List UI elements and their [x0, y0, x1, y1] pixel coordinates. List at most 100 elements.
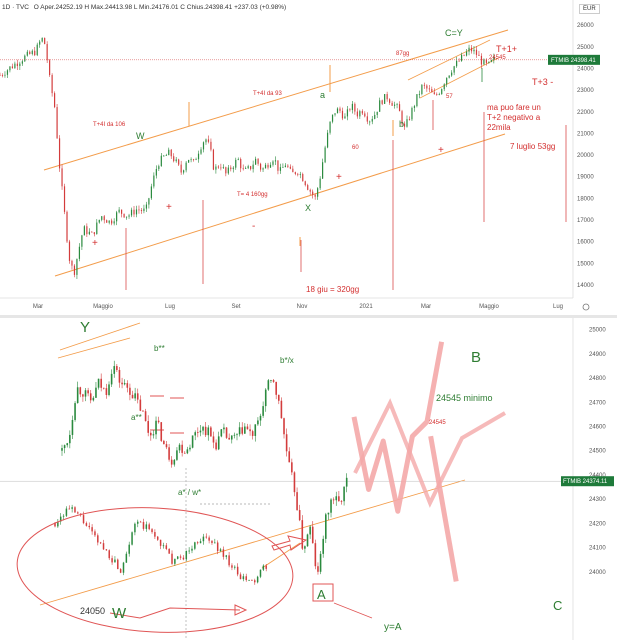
top-candle-body	[143, 208, 145, 212]
y-tick-label: 15000	[577, 261, 594, 267]
inset-candle-body	[68, 508, 71, 510]
annotation-label: +	[92, 238, 98, 249]
bottom-candle-body	[183, 452, 186, 454]
bottom-candle-body	[259, 415, 262, 421]
top-candle-body	[207, 139, 210, 142]
bottom-candle-body	[306, 534, 309, 547]
inset-candle-body	[199, 541, 202, 544]
annotation-label: -	[252, 221, 255, 232]
bottom-candle-body	[309, 526, 311, 535]
bottom-candle-body	[186, 449, 189, 454]
top-candle-body	[148, 198, 150, 205]
bottom-candle-body	[157, 420, 160, 423]
top-candle-body	[245, 168, 247, 169]
top-candle-body	[217, 166, 219, 168]
top-candle-body	[58, 138, 61, 169]
top-candle-body	[326, 132, 329, 148]
inset-candle-body	[74, 507, 76, 513]
bottom-candle-body	[194, 432, 197, 436]
inset-candle-body	[225, 555, 227, 557]
top-candle-body	[0, 74, 1, 76]
top-candle-body	[76, 258, 78, 275]
annotation-label: T+3 -	[532, 77, 553, 87]
top-candle-body	[4, 74, 6, 76]
inset-candle-body	[91, 527, 93, 532]
top-candle-body	[475, 49, 478, 55]
top-candle-body	[237, 159, 239, 160]
settings-gear-icon[interactable]	[582, 303, 590, 311]
top-candle-body	[123, 213, 125, 218]
top-candle-body	[56, 107, 58, 139]
top-candle-body	[438, 94, 440, 95]
y-tick-label: 24200	[589, 521, 606, 527]
bottom-candle-body	[176, 450, 178, 460]
y-tick-label: 18000	[577, 196, 594, 202]
top-candle-body	[185, 162, 187, 171]
inset-candle-body	[102, 543, 105, 550]
top-candle-body	[200, 149, 202, 154]
bottom-candle-body	[152, 434, 155, 436]
inset-candle-body	[111, 558, 113, 563]
top-candle-body	[230, 167, 232, 170]
top-candle-body	[255, 158, 257, 165]
inset-candle-body	[137, 521, 139, 524]
x-tick-label: Lug	[553, 304, 563, 310]
top-candle-body	[458, 60, 460, 62]
bottom-candle-body	[105, 388, 108, 395]
bottom-candle-body	[89, 393, 92, 401]
top-candle-body	[125, 216, 128, 218]
bottom-candle-body	[335, 496, 338, 501]
top-candle-body	[304, 181, 306, 186]
bottom-candle-body	[134, 393, 136, 399]
top-candle-body	[190, 159, 192, 161]
inset-candle-body	[62, 515, 65, 517]
top-candle-body	[269, 164, 272, 168]
top-candle-body	[106, 220, 108, 223]
top-candle-body	[257, 158, 259, 164]
top-candle-body	[364, 113, 366, 117]
inset-candle-body	[71, 507, 73, 509]
top-candle-body	[39, 41, 41, 45]
bottom-candle-body	[280, 400, 283, 419]
top-candle-body	[183, 170, 185, 173]
last-price-tag: FTMIB 24398.41	[551, 58, 596, 64]
top-candle-body	[272, 161, 274, 165]
x-tick-label: Maggio	[93, 304, 113, 310]
top-candle-body	[334, 113, 336, 115]
top-candle-body	[299, 174, 301, 175]
bottom-candle-body	[61, 448, 63, 451]
top-candle-body	[433, 92, 435, 95]
top-candle-body	[46, 44, 48, 61]
annotation-label: T+1+	[496, 44, 517, 54]
top-candle-body	[205, 139, 207, 143]
inset-candle-body	[219, 549, 222, 552]
top-candle-body	[173, 156, 175, 162]
top-candle-body	[83, 226, 85, 236]
y-tick-label: 24500	[589, 449, 606, 455]
wave-a-box	[312, 583, 334, 602]
top-candle-body	[354, 103, 356, 112]
bottom-candle-body	[270, 380, 272, 381]
top-candle-body	[71, 260, 73, 266]
top-candle-body	[406, 119, 408, 127]
top-candle-body	[44, 37, 46, 45]
top-candle-body	[180, 164, 182, 173]
bottom-candle-body	[170, 459, 173, 465]
inset-candle-body	[242, 576, 245, 580]
top-candle-body	[451, 72, 453, 76]
annotation-label: X	[305, 203, 311, 213]
annotation-label: T+4I da 106	[93, 122, 126, 128]
top-candle-body	[145, 204, 148, 209]
annotation-label: 24050	[80, 606, 105, 616]
bottom-candle-body	[285, 434, 288, 452]
top-candle-body	[41, 37, 43, 42]
top-candle-body	[356, 111, 358, 117]
bottom-candle-body	[144, 411, 147, 422]
bottom-candle-body	[275, 381, 277, 395]
x-tick-label: Mar	[421, 304, 431, 310]
top-candle-body	[6, 70, 9, 75]
top-candle-body	[297, 173, 299, 175]
top-candle-body	[485, 59, 488, 63]
top-candle-body	[468, 47, 470, 52]
bottom-candle-body	[87, 390, 89, 394]
